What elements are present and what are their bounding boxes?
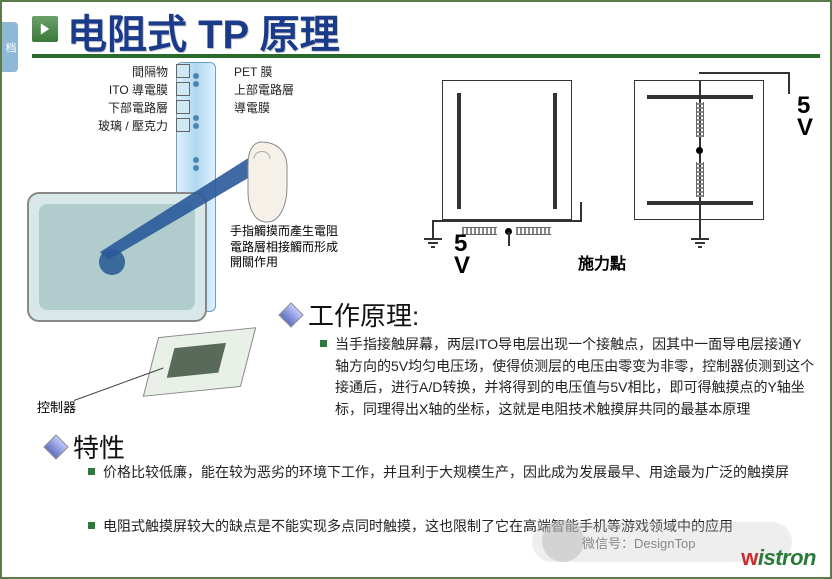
wire — [788, 72, 790, 94]
touch-point-icon — [99, 249, 125, 275]
layer-left-0: 間隔物 — [87, 63, 172, 80]
layer-right-1: 上部電路層 — [230, 81, 294, 98]
wire — [508, 232, 510, 246]
wire — [580, 202, 582, 222]
char-item-0: 价格比较低廉，能在较为恶劣的环境下工作，并且利于大规模生产，因此成为发展最早、用… — [88, 462, 808, 484]
ground-icon — [691, 238, 709, 250]
square-bullet-icon — [320, 340, 327, 347]
work-principle-text: 当手指接触屏幕，两层ITO导电层出现一个接触点，因其中一面导电层接通Y轴方向的5… — [320, 334, 815, 421]
square-bullet-icon — [88, 468, 95, 475]
voltage-label-1: 5V — [454, 230, 470, 280]
wire — [432, 220, 442, 222]
circuit-left — [442, 80, 572, 220]
layer-right-0: PET 膜 — [230, 63, 272, 80]
finger-note: 手指觸摸而產生電阻 電路層相接觸而形成 開關作用 — [230, 224, 338, 271]
wire — [699, 220, 701, 238]
resistor-icon — [696, 102, 704, 137]
finger-icon — [232, 137, 292, 227]
page-title: 电阻式 TP 原理 — [67, 2, 340, 60]
force-point-label: 施力點 — [578, 250, 626, 274]
ground-icon — [424, 238, 442, 250]
square-bullet-icon — [88, 522, 95, 529]
section-head-char: 特性 — [47, 428, 125, 465]
section-head-work: 工作原理: — [282, 296, 419, 333]
layer-labels: 間隔物 PET 膜 ITO 導電膜 上部電路層 下部電路層 導電膜 玻璃 / 壓克力 — [87, 62, 294, 134]
resistor-icon — [516, 227, 551, 235]
touchpanel-illustration — [27, 192, 207, 322]
layer-left-3: 玻璃 / 壓克力 — [87, 117, 172, 134]
wire — [699, 72, 789, 74]
layer-right-2: 導電膜 — [230, 99, 270, 116]
controller-chip-icon — [143, 327, 257, 397]
layer-left-2: 下部電路層 — [87, 99, 172, 116]
diamond-bullet-icon — [278, 302, 303, 327]
layer-left-1: ITO 導電膜 — [87, 81, 172, 98]
resistor-icon — [696, 162, 704, 197]
diamond-bullet-icon — [43, 434, 68, 459]
wire — [442, 220, 572, 222]
force-point-dot — [696, 147, 703, 154]
voltage-label-2: 5V — [797, 92, 813, 142]
controller-label: 控制器 — [37, 397, 76, 416]
sidebar-tab: 档 — [2, 22, 18, 72]
brand-logo: wistron — [741, 545, 816, 571]
wire — [432, 220, 434, 238]
